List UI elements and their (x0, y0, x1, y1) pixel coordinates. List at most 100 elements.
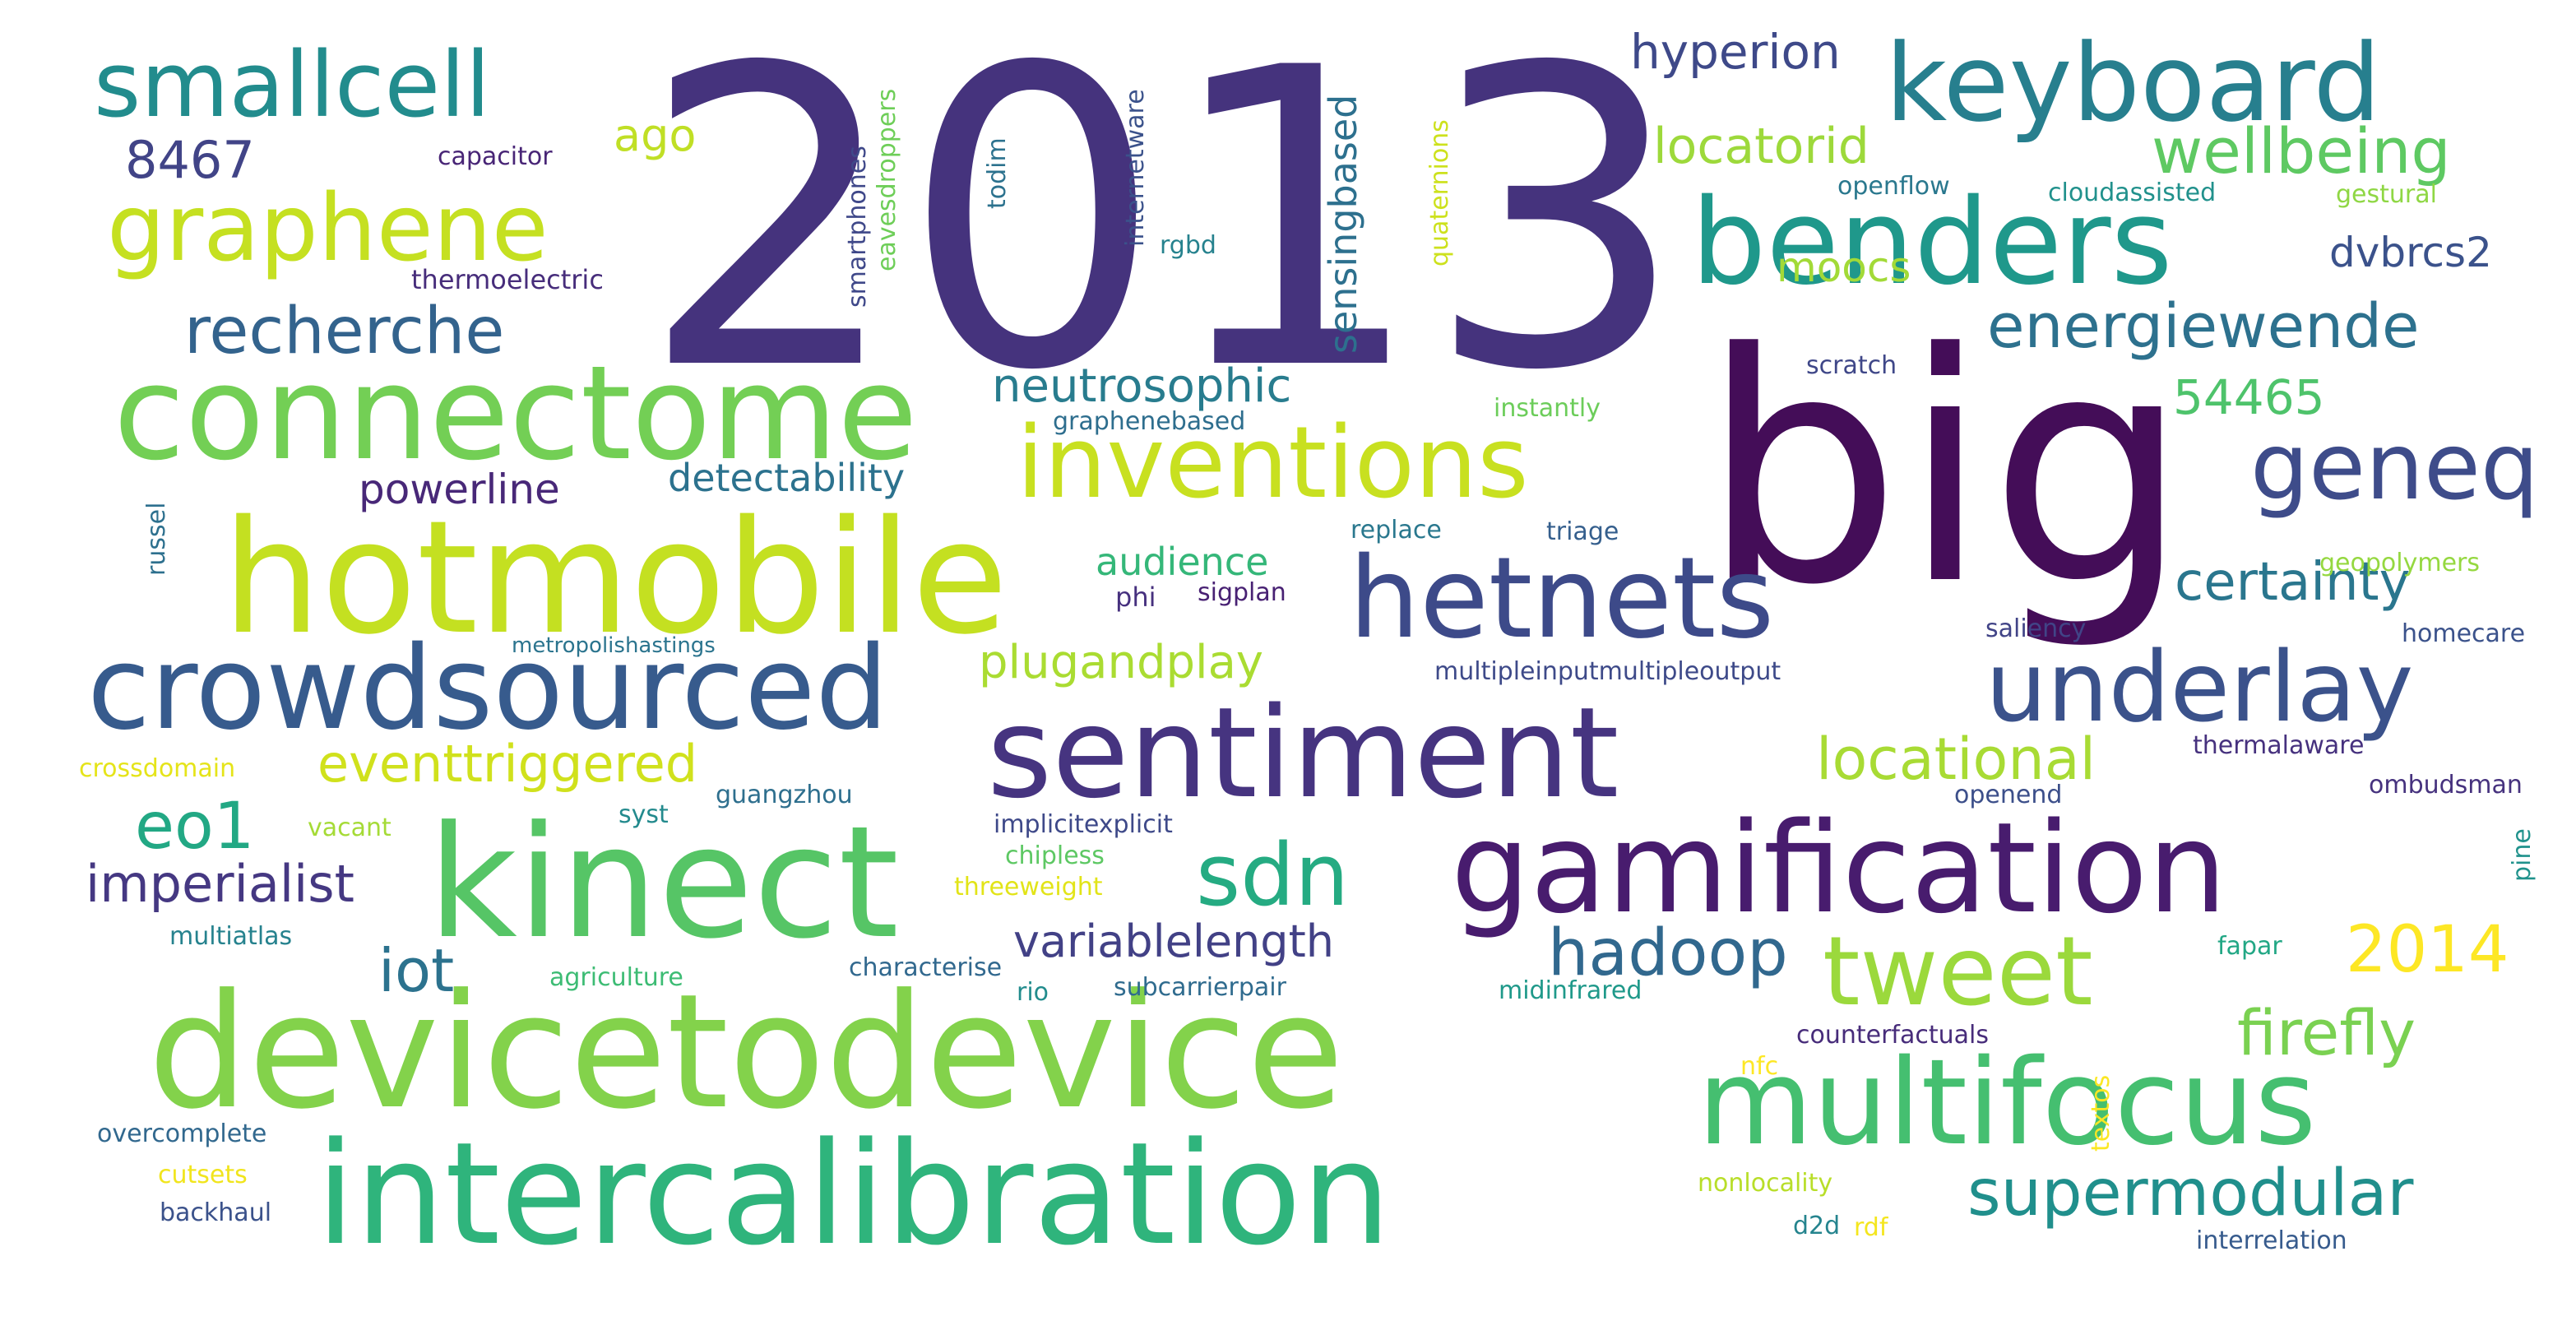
word-8467: 8467 (125, 130, 255, 190)
word-smartphones: smartphones (843, 146, 872, 308)
word-multiatlas: multiatlas (169, 922, 293, 951)
word-scratch: scratch (1806, 351, 1897, 380)
word-hyperion: hyperion (1630, 24, 1841, 80)
word-eo1: eo1 (135, 790, 255, 864)
word-connectome: connectome (114, 338, 918, 489)
word-detectability: detectability (668, 456, 906, 500)
word-fapar: fapar (2217, 932, 2282, 961)
word-capacitor: capacitor (438, 142, 553, 171)
word-imperialist: imperialist (86, 854, 354, 914)
word-todim: todim (983, 137, 1012, 209)
word-threeweight: threeweight (954, 873, 1103, 902)
word-phi: phi (1115, 582, 1156, 613)
word-smallcell: smallcell (94, 32, 491, 137)
word-cloudassisted: cloudassisted (2048, 178, 2217, 207)
word-inventions: inventions (1017, 406, 1529, 521)
word-hotmobile: hotmobile (222, 487, 1008, 669)
word-crossdomain: crossdomain (79, 754, 236, 783)
word-counterfactuals: counterfactuals (1796, 1021, 1989, 1050)
word-triage: triage (1546, 517, 1619, 546)
word-ombudsman: ombudsman (2369, 771, 2523, 800)
word-midinfrared: midinfrared (1499, 976, 1642, 1005)
word-variablelength: variablelength (1013, 915, 1334, 967)
word-54465: 54465 (2173, 369, 2325, 425)
word-locational: locational (1816, 725, 2096, 793)
word-vacant: vacant (308, 813, 391, 842)
word-openflow: openflow (1837, 172, 1950, 201)
word-interrelation: interrelation (2196, 1226, 2347, 1255)
word-supermodular: supermodular (1967, 1156, 2414, 1231)
word-tweet: tweet (1823, 916, 2093, 1027)
word-multipleinputmultipleoutput: multipleinputmultipleoutput (1434, 657, 1781, 686)
word-thermoelectric: thermoelectric (411, 264, 604, 295)
word-locatorid: locatorid (1653, 118, 1869, 175)
word-backhaul: backhaul (160, 1198, 272, 1227)
word-big: big (1701, 286, 2190, 654)
word-openend: openend (1954, 781, 2063, 809)
word-syst: syst (619, 800, 669, 829)
word-iot: iot (378, 936, 455, 1005)
word-d2d: d2d (1793, 1212, 1841, 1240)
word-pine: pine (2508, 828, 2537, 882)
word-intercalibration: intercalibration (316, 1111, 1392, 1277)
word-agriculture: agriculture (549, 963, 683, 992)
word-metropolishastings: metropolishastings (512, 633, 716, 658)
word-gestural: gestural (2336, 180, 2437, 209)
word-russel: russel (142, 502, 171, 576)
word-implicitexplicit: implicitexplicit (994, 810, 1173, 839)
word-subcarrierpair: subcarrierpair (1114, 973, 1286, 1002)
word-recherche: recherche (184, 294, 505, 368)
word-characterise: characterise (849, 953, 1003, 982)
word-certainty: certainty (2175, 552, 2411, 613)
word-homecare: homecare (2402, 619, 2526, 648)
word-devicetodevice: devicetodevice (148, 961, 1345, 1144)
word-guangzhou: guangzhou (716, 781, 853, 809)
word-sentiment: sentiment (987, 680, 1619, 826)
word-rio: rio (1017, 978, 1049, 1007)
word-plugandplay: plugandplay (979, 636, 1264, 689)
word-sigplan: sigplan (1198, 578, 1286, 607)
word-2014: 2014 (2346, 913, 2509, 987)
word-moocs: moocs (1777, 243, 1911, 291)
word-wellbeing: wellbeing (2152, 114, 2451, 188)
word-energiewende: energiewende (1987, 291, 2420, 362)
word-thermalaware: thermalaware (2193, 731, 2365, 760)
word-dvbrcs2: dvbrcs2 (2329, 229, 2492, 276)
word-quaternions: quaternions (1425, 119, 1454, 267)
word-firefly: firefly (2237, 996, 2416, 1069)
word-kinect: kinect (428, 793, 899, 973)
word-multifocus: multifocus (1698, 1033, 2317, 1171)
word-internetware: internetware (1121, 89, 1150, 247)
word-hetnets: hetnets (1349, 534, 1775, 664)
word-chipless: chipless (1005, 841, 1105, 870)
word-2013: 2013 (640, 0, 1687, 460)
word-nfc: nfc (1740, 1052, 1779, 1081)
word-sdn: sdn (1196, 825, 1350, 925)
word-graphene: graphene (107, 175, 549, 282)
word-geopolymers: geopolymers (2319, 549, 2480, 577)
word-neutrosophic: neutrosophic (992, 359, 1292, 413)
word-cutsets: cutsets (158, 1161, 248, 1189)
word-powerline: powerline (359, 466, 560, 513)
word-ago: ago (614, 109, 697, 161)
word-crowdsourced: crowdsourced (87, 622, 889, 756)
word-overcomplete: overcomplete (97, 1119, 267, 1148)
word-sensingbased: sensingbased (1321, 94, 1365, 354)
word-rgbd: rgbd (1160, 231, 1216, 260)
word-keyboard: keyboard (1885, 21, 2381, 146)
word-textos: textos (2087, 1074, 2115, 1152)
word-hadoop: hadoop (1548, 916, 1788, 990)
word-eventtriggered: eventtriggered (317, 734, 698, 794)
word-instantly: instantly (1494, 394, 1601, 423)
word-saliency: saliency (1985, 614, 2087, 643)
word-benders: benders (1691, 173, 2173, 311)
word-nonlocality: nonlocality (1698, 1169, 1833, 1198)
word-underlay: underlay (1985, 630, 2414, 744)
word-eavesdroppers: eavesdroppers (873, 88, 901, 271)
word-rdf: rdf (1854, 1213, 1888, 1242)
word-geneq: geneq (2250, 414, 2539, 521)
word-audience: audience (1096, 540, 1269, 584)
word-replace: replace (1351, 516, 1442, 545)
word-gamification: gamification (1451, 795, 2227, 941)
